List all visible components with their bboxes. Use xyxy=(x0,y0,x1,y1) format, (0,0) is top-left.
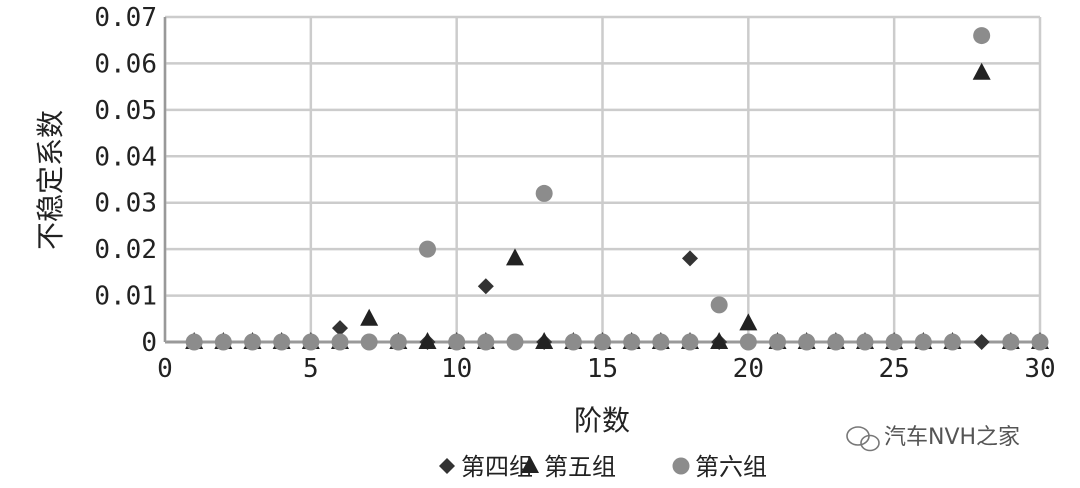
data-point-triangle xyxy=(710,332,729,349)
data-point-triangle xyxy=(739,313,758,331)
data-point-circle xyxy=(360,333,378,351)
data-point-triangle xyxy=(360,308,379,326)
data-point-circle xyxy=(856,333,874,351)
data-point-circle xyxy=(331,333,349,351)
data-point-circle xyxy=(827,333,845,351)
x-tick-label: 30 xyxy=(1024,354,1055,384)
data-point-circle xyxy=(885,333,903,351)
y-tick-label: 0.03 xyxy=(94,189,157,219)
data-point-circle xyxy=(214,333,232,351)
data-point-circle xyxy=(1002,333,1020,351)
data-point-triangle xyxy=(535,332,554,349)
y-tick-label: 0.07 xyxy=(94,3,157,33)
data-point-circle xyxy=(448,333,466,351)
data-point-circle xyxy=(477,333,495,351)
grid xyxy=(163,15,1042,344)
data-point-circle xyxy=(710,296,728,314)
data-point-circle xyxy=(535,184,553,202)
data-point-triangle xyxy=(418,332,437,349)
legend-label: 第五组 xyxy=(544,453,616,481)
data-point-circle xyxy=(769,333,786,351)
wechat-icon xyxy=(846,426,880,452)
data-point-circle xyxy=(244,333,261,351)
data-point-circle xyxy=(973,27,991,45)
x-axis-label: 阶数 xyxy=(574,404,630,437)
data-point-circle xyxy=(564,333,582,351)
data-point-circle xyxy=(914,333,932,351)
data-point-circle xyxy=(302,333,320,351)
legend-label: 第四组 xyxy=(461,453,533,481)
data-point-circle xyxy=(623,333,641,351)
y-tick-label: 0.02 xyxy=(94,235,157,265)
data-point-circle xyxy=(185,333,203,351)
data-point-circle xyxy=(944,333,961,351)
data-point-diamond xyxy=(682,250,698,267)
tick-labels: 0 0.01 0.02 0.03 0.04 0.05 0.06 0.07 0 5 10 15 20 25 3… xyxy=(94,3,1055,384)
x-tick-label: 10 xyxy=(441,354,472,384)
x-tick-label: 15 xyxy=(587,354,618,384)
data-point-circle xyxy=(1031,333,1049,351)
data-point-triangle xyxy=(506,248,524,266)
x-tick-label: 20 xyxy=(733,354,764,384)
data-point-circle xyxy=(739,333,757,351)
y-axis-label: 不稳定系数 xyxy=(34,110,67,250)
legend-marker-circle xyxy=(672,457,690,475)
data-point-circle xyxy=(419,240,436,258)
data-points xyxy=(185,27,1049,351)
x-tick-label: 5 xyxy=(303,354,319,384)
legend-label: 第六组 xyxy=(695,453,767,481)
data-point-circle xyxy=(389,333,407,351)
legend-marker-diamond xyxy=(439,458,455,474)
data-point-circle xyxy=(681,333,699,351)
data-point-diamond xyxy=(477,278,494,295)
y-tick-label: 0 xyxy=(141,328,157,358)
data-point-diamond xyxy=(332,320,348,337)
watermark-text: 汽车NVH之家 xyxy=(884,425,1020,450)
data-point-circle xyxy=(273,333,291,351)
data-point-circle xyxy=(798,333,816,351)
y-tick-label: 0.05 xyxy=(94,96,157,126)
legend: 第四组 第五组 第六组 xyxy=(439,453,767,481)
watermark: 汽车NVH之家 xyxy=(846,425,1020,452)
y-tick-label: 0.06 xyxy=(94,49,157,79)
data-point-circle xyxy=(594,333,611,351)
y-tick-label: 0.04 xyxy=(94,142,157,172)
data-point-triangle xyxy=(972,62,991,80)
x-tick-label: 0 xyxy=(157,354,173,384)
y-tick-label: 0.01 xyxy=(94,282,157,312)
data-point-circle xyxy=(506,333,524,351)
x-tick-label: 25 xyxy=(879,354,910,384)
data-point-circle xyxy=(652,333,670,351)
legend-marker-triangle xyxy=(521,456,539,473)
data-point-diamond xyxy=(973,334,990,350)
